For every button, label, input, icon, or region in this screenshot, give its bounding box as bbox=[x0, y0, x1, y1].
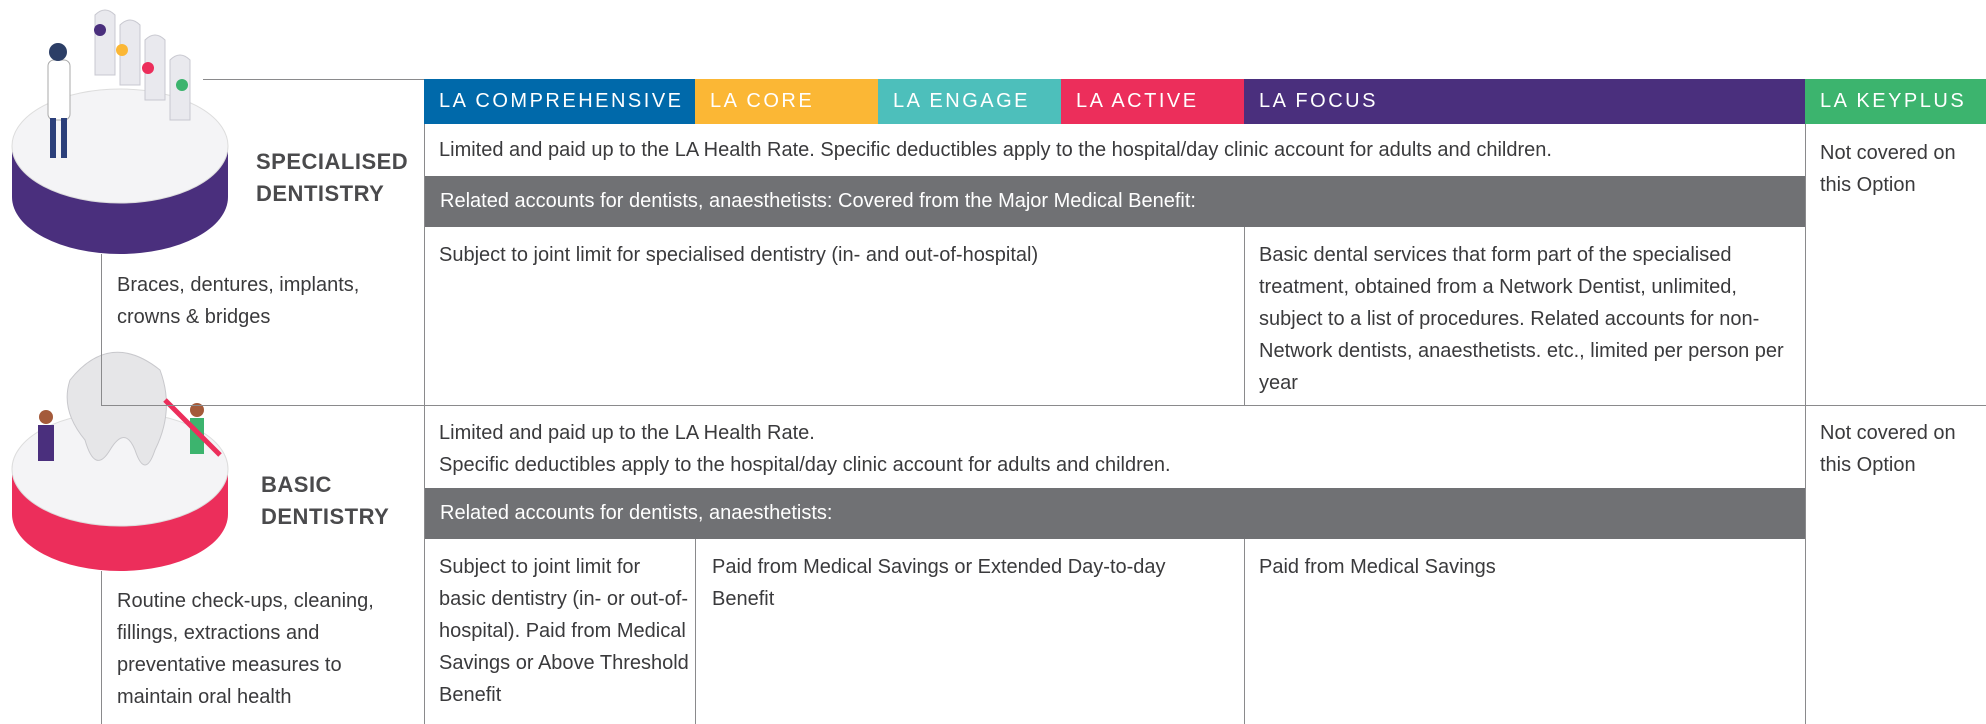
column-header: LA ENGAGE bbox=[878, 79, 1061, 124]
rule bbox=[101, 405, 1986, 406]
column-header: LA ACTIVE bbox=[1061, 79, 1244, 124]
cell: Subject to joint limit for basic dentist… bbox=[439, 556, 689, 706]
rule bbox=[101, 571, 102, 724]
cell: Paid from Medical Savings or Extended Da… bbox=[712, 556, 1166, 610]
rule bbox=[1244, 538, 1245, 724]
keyplus-cell: Not covered on this Option bbox=[1820, 142, 1956, 196]
column-header: LA KEYPLUS bbox=[1805, 79, 1986, 124]
cell: Subject to joint limit for specialised d… bbox=[439, 244, 1039, 266]
rule bbox=[101, 254, 102, 405]
column-header: LA CORE bbox=[695, 79, 878, 124]
section-description: Braces, dentures, implants, crowns & bri… bbox=[117, 274, 360, 328]
cell: Basic dental services that form part of … bbox=[1259, 244, 1784, 394]
illustrations bbox=[11, 9, 229, 571]
section-title: SPECIALISED DENTISTRY bbox=[256, 149, 409, 206]
column-header: LA COMPREHENSIVE bbox=[424, 79, 695, 124]
rate-text: Specific deductibles apply to the hospit… bbox=[439, 454, 1171, 476]
keyplus-cell: Not covered on this Option bbox=[1820, 422, 1956, 476]
rule bbox=[695, 538, 696, 724]
rule bbox=[1805, 124, 1806, 724]
column-header: LA FOCUS bbox=[1244, 79, 1805, 124]
related-band: Related accounts for dentists, anaesthet… bbox=[425, 488, 1805, 539]
rule bbox=[203, 79, 424, 80]
section-description: Routine check-ups, cleaning, fillings, e… bbox=[117, 590, 374, 708]
section-title: BASIC DENTISTRY bbox=[261, 472, 390, 529]
rate-text: Limited and paid up to the LA Health Rat… bbox=[439, 422, 815, 444]
rate-text: Limited and paid up to the LA Health Rat… bbox=[439, 139, 1552, 161]
rule bbox=[424, 124, 425, 724]
cell: Paid from Medical Savings bbox=[1259, 556, 1496, 578]
related-band: Related accounts for dentists, anaesthet… bbox=[425, 176, 1805, 227]
rule bbox=[1244, 227, 1245, 405]
